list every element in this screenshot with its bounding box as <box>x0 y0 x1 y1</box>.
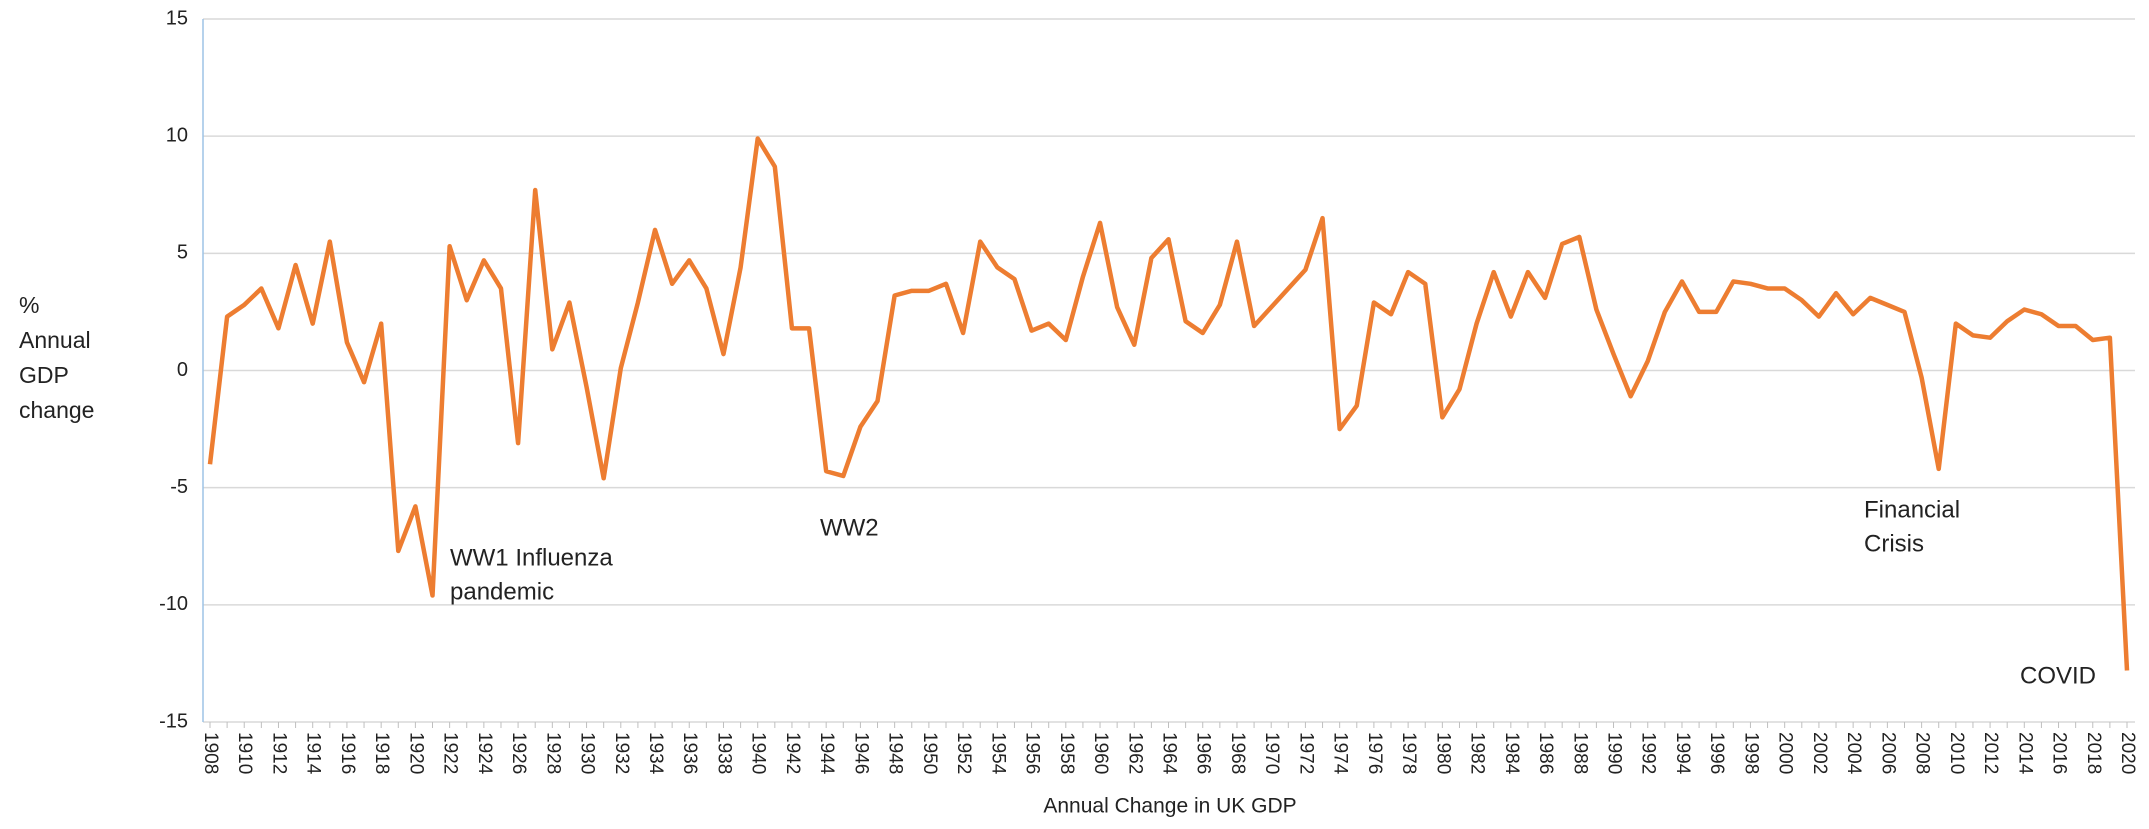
x-tick-label: 1938 <box>713 732 734 774</box>
x-axis-title: Annual Change in UK GDP <box>1043 795 1296 818</box>
y-tick-label: -5 <box>170 476 188 498</box>
x-tick-label: 2006 <box>1877 732 1898 774</box>
x-tick-label: 1980 <box>1432 732 1453 774</box>
y-axis-title: change <box>19 397 94 423</box>
x-tick-label: 1994 <box>1672 732 1693 775</box>
x-tick-label: 1982 <box>1467 732 1488 774</box>
x-tick-label: 1992 <box>1638 732 1659 774</box>
x-tick-label: 1974 <box>1330 732 1351 775</box>
x-tick-label: 1950 <box>919 732 940 774</box>
y-axis-title: % <box>19 292 39 318</box>
x-tick-label: 1972 <box>1295 732 1316 774</box>
x-tick-label: 2008 <box>1912 732 1933 774</box>
x-tick-label: 1934 <box>645 732 666 775</box>
data-line <box>207 136 2130 671</box>
x-tick-label: 1960 <box>1090 732 1111 774</box>
x-tick-label: 2016 <box>2049 732 2070 774</box>
x-tick-label: 1970 <box>1261 732 1282 774</box>
x-tick-label: 1914 <box>303 732 324 775</box>
annotation: Crisis <box>1864 530 1924 557</box>
annotation: WW2 <box>820 514 879 541</box>
x-tick-label: 1962 <box>1124 732 1145 774</box>
x-tick-label: 1984 <box>1501 732 1522 775</box>
x-tick-label: 1996 <box>1706 732 1727 774</box>
x-tick-label: 1912 <box>268 732 289 774</box>
x-tick-label: 2014 <box>2014 732 2035 775</box>
annotation: WW1 Influenza <box>450 544 613 571</box>
y-tick-label: -15 <box>159 710 188 732</box>
x-tick-label: 1954 <box>987 732 1008 775</box>
x-tick-label: 1908 <box>200 732 221 774</box>
x-tick-label: 1948 <box>885 732 906 774</box>
x-tick-label: 1926 <box>508 732 529 774</box>
x-tick-label: 1978 <box>1398 732 1419 774</box>
x-tick-label: 1922 <box>440 732 461 774</box>
x-tick-label: 1998 <box>1740 732 1761 774</box>
x-tick-label: 2018 <box>2083 732 2104 774</box>
x-tick-label: 1990 <box>1604 732 1625 774</box>
x-tick-label: 2010 <box>1946 732 1967 774</box>
x-tick-label: 1988 <box>1569 732 1590 774</box>
y-axis-title: Annual <box>19 327 91 353</box>
x-tick-label: 1940 <box>748 732 769 774</box>
x-tick-label: 1976 <box>1364 732 1385 774</box>
x-tick-label: 1946 <box>850 732 871 774</box>
x-tick-label: 1916 <box>337 732 358 774</box>
y-tick-label: 10 <box>166 124 188 146</box>
x-tick-label: 2004 <box>1843 732 1864 775</box>
x-tick-label: 1944 <box>816 732 837 775</box>
y-tick-label: 0 <box>177 359 188 381</box>
annotation: pandemic <box>450 578 554 605</box>
y-tick-label: 5 <box>177 242 188 264</box>
x-tick-label: 1966 <box>1193 732 1214 774</box>
x-tick-label: 1932 <box>611 732 632 774</box>
x-tick-label: 1952 <box>953 732 974 774</box>
x-tick-label: 1942 <box>782 732 803 774</box>
y-tick-label: 15 <box>166 7 188 29</box>
x-tick-label: 1936 <box>679 732 700 774</box>
annotation: Financial <box>1864 496 1960 523</box>
x-tick-label: 1928 <box>542 732 563 774</box>
y-tick-label: -10 <box>159 593 188 615</box>
x-tick-label: 2020 <box>2117 732 2138 774</box>
x-tick-label: 2012 <box>1980 732 2001 774</box>
annotation: COVID <box>2020 662 2096 689</box>
x-tick-label: 2002 <box>1809 732 1830 774</box>
x-tick-label: 1918 <box>371 732 392 774</box>
x-tick-label: 2000 <box>1775 732 1796 774</box>
x-tick-label: 1930 <box>577 732 598 774</box>
x-tick-label: 1986 <box>1535 732 1556 774</box>
x-tick-label: 1958 <box>1056 732 1077 774</box>
x-tick-label: 1924 <box>474 732 495 775</box>
x-tick-label: 1964 <box>1158 732 1179 775</box>
x-tick-label: 1910 <box>234 732 255 774</box>
x-tick-label: 1968 <box>1227 732 1248 774</box>
x-tick-label: 1920 <box>405 732 426 774</box>
y-axis-title: GDP <box>19 362 69 388</box>
x-tick-label: 1956 <box>1022 732 1043 774</box>
